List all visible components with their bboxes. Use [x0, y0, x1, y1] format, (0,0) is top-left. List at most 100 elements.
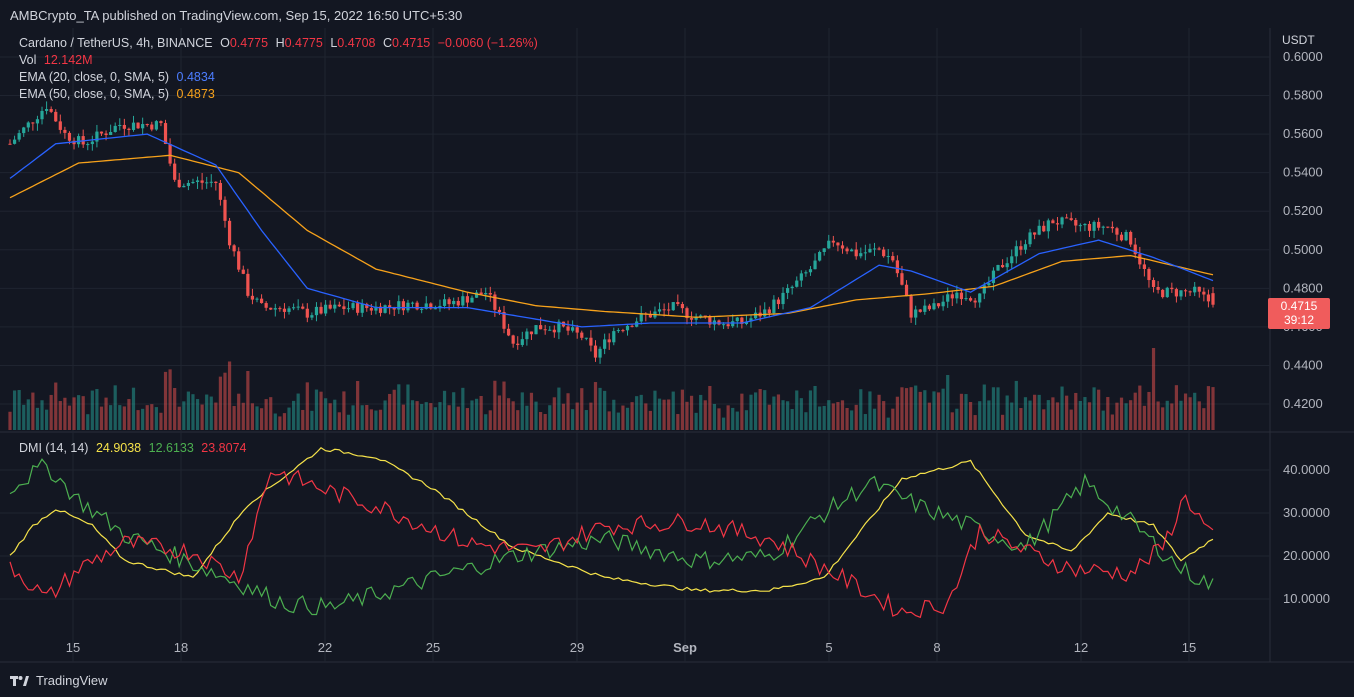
- ema50-line: [9, 154, 1214, 318]
- candle-body: [836, 242, 840, 246]
- candle-body: [209, 181, 213, 183]
- volume-bar: [543, 414, 547, 430]
- volume-bar: [31, 392, 35, 430]
- volume-bar: [246, 370, 250, 430]
- candle-body: [603, 339, 607, 349]
- volume-bar: [374, 410, 378, 430]
- volume-bar: [1197, 401, 1201, 430]
- candle-body: [580, 332, 584, 338]
- volume-bar: [987, 400, 991, 430]
- candle-body: [1211, 293, 1215, 305]
- volume-bar: [625, 407, 630, 430]
- candle-body: [1083, 223, 1087, 226]
- volume-bar: [369, 409, 373, 430]
- volume-bar: [872, 408, 877, 430]
- volume-bar: [1193, 392, 1197, 430]
- candle-body: [447, 299, 451, 305]
- price-tick-label: 0.5400: [1283, 165, 1323, 180]
- publisher-line: AMBCrypto_TA published on TradingView.co…: [10, 8, 463, 23]
- volume-bar: [72, 397, 76, 430]
- ema50-legend[interactable]: EMA (50, close, 0, SMA, 5) 0.4873: [19, 87, 219, 101]
- volume-bar: [296, 393, 300, 430]
- volume-bar: [767, 404, 771, 430]
- candle-body: [936, 303, 941, 307]
- dmi-minus-value: 23.8074: [201, 441, 247, 455]
- candle-body: [214, 181, 218, 183]
- candle-body: [685, 308, 689, 319]
- candle-body: [1074, 219, 1078, 226]
- volume-bar: [548, 405, 552, 430]
- time-tick-label: 25: [426, 640, 440, 655]
- volume-bar: [406, 384, 410, 430]
- volume-bar: [159, 412, 163, 430]
- volume-bar: [232, 406, 236, 430]
- ema20-legend[interactable]: EMA (20, close, 0, SMA, 5) 0.4834: [19, 70, 219, 84]
- candle-body: [955, 292, 959, 299]
- volume-bar: [612, 399, 616, 430]
- candle-body: [1206, 294, 1211, 302]
- vol-legend[interactable]: Vol 12.142M: [19, 53, 97, 67]
- candle-body: [1110, 226, 1114, 229]
- volume-bar: [95, 389, 99, 430]
- volume-bar: [644, 403, 648, 430]
- dmi-tick-label: 30.0000: [1283, 505, 1330, 520]
- candle-body: [328, 304, 332, 309]
- volume-bar: [154, 407, 158, 430]
- volume-bar: [141, 408, 145, 430]
- candle-body: [470, 297, 474, 303]
- symbol-legend[interactable]: Cardano / TetherUS, 4h, BINANCE O0.4775 …: [19, 36, 542, 50]
- volume-bar: [250, 403, 255, 430]
- candle-body: [932, 303, 936, 310]
- candle-body: [1124, 231, 1128, 241]
- candle-body: [552, 329, 556, 333]
- candle-body: [726, 324, 730, 327]
- volume-bar: [438, 402, 442, 430]
- volume-bar: [511, 401, 515, 430]
- candle-body: [159, 121, 163, 124]
- candle-body: [891, 256, 895, 261]
- time-tick-label: 18: [174, 640, 188, 655]
- candle-body: [383, 305, 387, 313]
- volume-bar: [17, 390, 21, 430]
- candle-body: [630, 325, 634, 327]
- volume-bar: [868, 391, 872, 430]
- axes: 0.6000 0.5800 0.5600 0.5400 0.5200 0.5000 0.48…: [66, 49, 1330, 655]
- candle-body: [680, 304, 685, 309]
- candle-body: [17, 133, 21, 140]
- candle-body: [67, 132, 72, 141]
- volume-bar: [763, 390, 767, 430]
- ema-lines: [9, 133, 1214, 328]
- volume-bar: [479, 395, 483, 430]
- candle-body: [1055, 223, 1060, 225]
- high-label: H: [275, 36, 285, 50]
- volume-bar: [310, 410, 314, 430]
- volume-bar: [104, 397, 108, 430]
- footer-brand-label: TradingView: [36, 673, 108, 688]
- volume-bar: [1014, 380, 1018, 430]
- volume-bar: [927, 402, 932, 430]
- candle-body: [269, 307, 273, 310]
- volume-bar: [410, 400, 415, 430]
- candle-body: [442, 299, 447, 306]
- volume-bar: [429, 403, 433, 430]
- candle-body: [1087, 223, 1092, 231]
- last-price-tag: 0.4715 39:12: [1268, 298, 1330, 329]
- candle-body: [113, 125, 117, 132]
- candle-body: [863, 252, 867, 254]
- candle-body: [95, 131, 99, 142]
- volume-bar: [978, 401, 982, 430]
- candle-body: [904, 284, 909, 297]
- grid: [0, 28, 1354, 663]
- volume-bar: [442, 390, 447, 430]
- candle-body: [538, 325, 543, 330]
- dmi-legend[interactable]: DMI (14, 14) 24.9038 12.6133 23.8074: [19, 441, 250, 455]
- ema50-value: 0.4873: [176, 87, 215, 101]
- candle-body: [1014, 246, 1018, 257]
- volume-bar: [552, 397, 556, 430]
- candle-body: [964, 298, 968, 300]
- candle-body: [406, 302, 410, 311]
- candle-body: [1197, 286, 1201, 292]
- volume-bar: [173, 387, 177, 430]
- footer-brand[interactable]: TradingView: [10, 673, 108, 688]
